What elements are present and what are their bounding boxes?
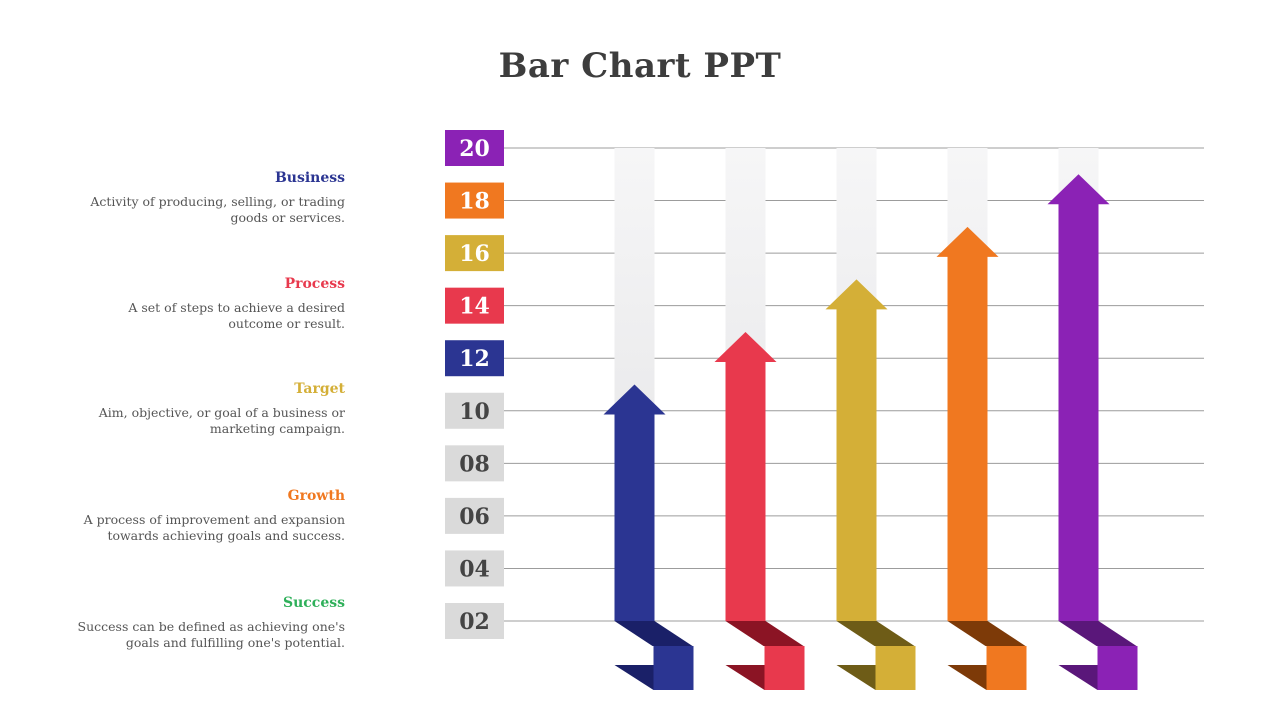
tick-label-box	[445, 603, 504, 639]
bar-fold-shadow	[725, 665, 765, 690]
legend-desc-line1: A set of steps to achieve a desired	[128, 300, 345, 315]
bar-base-block	[986, 646, 1027, 690]
legend-desc-line2: towards achieving goals and success.	[107, 528, 345, 543]
bar-arrow	[825, 148, 916, 690]
bar-arrow-head	[936, 226, 999, 257]
legend-item-target: Target Aim, objective, or goal of a busi…	[45, 381, 345, 437]
legend-desc-line1: A process of improvement and expansion	[83, 512, 345, 527]
bar-shaft	[725, 360, 766, 621]
bar-arrow-head	[714, 331, 777, 362]
tick-label: 08	[459, 451, 490, 477]
tick-label-box	[445, 340, 504, 377]
bar-base-block	[1097, 646, 1138, 690]
bar-base-block	[653, 646, 694, 690]
legend-desc-line1: Success can be defined as achieving one'…	[77, 619, 345, 634]
tick-label-box	[445, 182, 504, 219]
legend-label: Business	[274, 170, 345, 186]
legend-item-business: Business Activity of producing, selling,…	[45, 170, 345, 226]
tick-label-box	[445, 392, 504, 429]
legend-item-process: Process A set of steps to achieve a desi…	[45, 276, 345, 332]
tick-label-box	[445, 130, 504, 166]
legend-label: Target	[294, 381, 345, 397]
legend-desc-line1: Activity of producing, selling, or tradi…	[90, 194, 345, 209]
bar-arrow	[936, 148, 1027, 690]
legend-desc-line2: goals and fulfilling one's potential.	[125, 635, 345, 650]
bar-arrow-head	[825, 279, 888, 310]
bar-arrow	[714, 148, 805, 690]
legend-label: Growth	[287, 488, 345, 504]
tick-label: 14	[459, 294, 490, 320]
legend-desc-line2: outcome or result.	[228, 316, 345, 331]
bar-fold-shadow	[836, 665, 876, 690]
bar-fold-shadow	[614, 665, 654, 690]
legend-item-success: Success Success can be defined as achiev…	[45, 595, 345, 651]
legend-desc-line2: goods or services.	[230, 210, 345, 225]
tick-label: 20	[459, 136, 490, 162]
bar-base-block	[875, 646, 916, 690]
bar-arrow	[603, 148, 694, 690]
bar-fold	[614, 621, 693, 646]
bar-arrow	[1047, 148, 1138, 690]
tick-label: 06	[459, 504, 490, 530]
bar-fold	[725, 621, 804, 646]
bar-fold-shadow	[947, 665, 987, 690]
bars	[603, 148, 1138, 690]
bar-fold	[947, 621, 1026, 646]
tick-label-box	[445, 235, 504, 272]
bar-fold	[836, 621, 915, 646]
bar-shaft	[836, 308, 877, 621]
tick-label: 02	[459, 609, 490, 635]
tick-label: 18	[459, 189, 490, 215]
legend-desc-line2: marketing campaign.	[209, 421, 345, 436]
tick-label: 12	[459, 346, 490, 372]
legend-label: Process	[284, 276, 345, 292]
bar-fold	[1058, 621, 1137, 646]
bar-base-block	[764, 646, 805, 690]
bar-arrow-head	[1047, 174, 1110, 205]
y-axis-ticks: 02 04 06 08 10 12 14 16 18 20	[445, 130, 504, 639]
bar-arrow-head	[603, 384, 666, 415]
tick-label: 04	[459, 556, 490, 582]
legend-desc-line1: Aim, objective, or goal of a business or	[98, 405, 345, 420]
tick-label: 10	[459, 399, 490, 425]
legend-label: Success	[282, 595, 345, 611]
bar-shaft	[1058, 203, 1099, 621]
tick-label-box	[445, 287, 504, 324]
page-title: Bar Chart PPT	[498, 46, 782, 86]
legend-item-growth: Growth A process of improvement and expa…	[45, 488, 345, 544]
bar-shaft	[614, 413, 655, 621]
tick-label-box	[445, 497, 504, 534]
bar-fold-shadow	[1058, 665, 1098, 690]
bar-shaft	[947, 255, 988, 622]
tick-label-box	[445, 445, 504, 482]
tick-label: 16	[459, 241, 490, 267]
tick-label-box	[445, 550, 504, 587]
